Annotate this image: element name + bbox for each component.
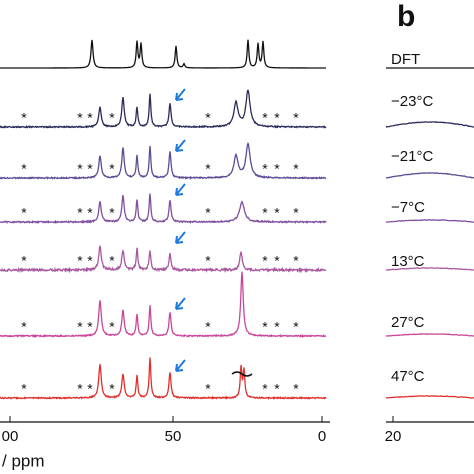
arrow [175, 297, 186, 310]
peak-marker: * [21, 205, 27, 221]
right-tick-label: 20 [385, 428, 402, 445]
peak-marker: * [274, 253, 280, 269]
peak-marker: * [109, 205, 115, 221]
peak-marker: * [77, 319, 83, 335]
peak-marker: * [21, 381, 27, 397]
peak-marker: * [262, 319, 268, 335]
peak-marker: * [109, 253, 115, 269]
arrow [175, 359, 186, 372]
peak-marker: * [21, 319, 27, 335]
peak-marker: * [77, 253, 83, 269]
peak-marker: * [293, 381, 299, 397]
spectrum-right [385, 395, 474, 399]
peak-marker: * [262, 205, 268, 221]
x-tick-label: 0 [318, 428, 326, 445]
peak-marker: * [87, 161, 93, 177]
spectra: DFT−23°C* * * * * * * *−21°C* * * * * * * *−7°C* * * * * * *… [0, 39, 474, 400]
trace-label: 27°C [391, 314, 425, 331]
spectrum-right [385, 267, 474, 271]
peak-marker: * [77, 110, 83, 126]
spectrum-right [385, 172, 474, 179]
peak-marker: * [205, 381, 211, 397]
peak-marker: * [293, 253, 299, 269]
peak-marker: * [87, 381, 93, 397]
x-tick-label: 50 [165, 428, 182, 445]
break-mark [231, 371, 253, 377]
peak-marker: * [87, 205, 93, 221]
trace-label: 47°C [391, 368, 425, 385]
spectrum-right [385, 219, 474, 223]
arrow [175, 183, 186, 196]
arrow [175, 88, 186, 101]
panel-label: b [397, 0, 415, 33]
spectrum [0, 141, 327, 180]
peak-marker: * [262, 381, 268, 397]
peak-marker: * [87, 253, 93, 269]
trace-label: −23°C [391, 93, 433, 110]
peak-marker: * [274, 319, 280, 335]
peak-marker: * [109, 110, 115, 126]
x-tick-label: 00 [2, 428, 19, 445]
spectrum [0, 357, 327, 400]
peak-marker: * [262, 253, 268, 269]
peak-marker: * [87, 319, 93, 335]
peak-marker: * [109, 319, 115, 335]
peak-marker: * [205, 161, 211, 177]
peak-marker: * [293, 110, 299, 126]
peak-marker: * [205, 319, 211, 335]
peak-marker: * [109, 381, 115, 397]
x-axis-label: / ppm [2, 451, 45, 470]
trace-label: −7°C [391, 199, 425, 216]
peak-marker: * [21, 253, 27, 269]
peak-marker: * [293, 205, 299, 221]
arrow [175, 231, 186, 244]
trace-label: 13°C [391, 253, 425, 270]
peak-marker: * [205, 110, 211, 126]
trace-label: −21°C [391, 148, 433, 165]
spectrum-right [385, 333, 474, 337]
peak-marker: * [205, 205, 211, 221]
peak-marker: * [87, 110, 93, 126]
peak-marker: * [274, 161, 280, 177]
peak-marker: * [77, 161, 83, 177]
trace-label: DFT [391, 51, 420, 68]
peak-marker: * [77, 205, 83, 221]
peak-marker: * [293, 319, 299, 335]
spectrum [0, 193, 327, 225]
spectrum [0, 89, 327, 129]
peak-marker: * [274, 205, 280, 221]
peak-marker: * [262, 110, 268, 126]
spectrum-right [385, 121, 474, 128]
arrow [175, 139, 186, 152]
peak-marker: * [293, 161, 299, 177]
spectrum [0, 39, 326, 69]
peak-marker: * [21, 161, 27, 177]
peak-marker: * [262, 161, 268, 177]
peak-marker: * [109, 161, 115, 177]
peak-marker: * [274, 381, 280, 397]
peak-marker: * [77, 381, 83, 397]
peak-marker: * [205, 253, 211, 269]
spectrum [0, 244, 327, 274]
spectrum [0, 271, 327, 338]
peak-marker: * [274, 110, 280, 126]
peak-marker: * [21, 110, 27, 126]
